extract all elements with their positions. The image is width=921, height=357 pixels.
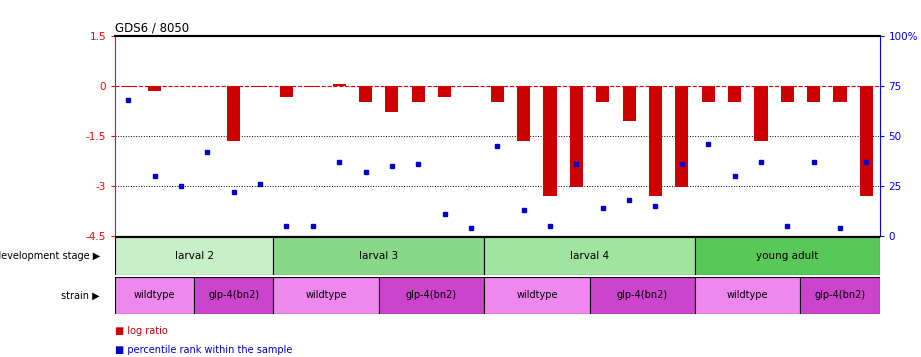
Text: glp-4(bn2): glp-4(bn2)	[814, 290, 866, 301]
Text: young adult: young adult	[756, 251, 819, 261]
Text: larval 3: larval 3	[359, 251, 398, 261]
Text: development stage ▶: development stage ▶	[0, 251, 99, 261]
Text: wildtype: wildtype	[305, 290, 346, 301]
Bar	[115, 237, 274, 275]
Bar	[253, 86, 267, 87]
Bar	[359, 86, 372, 102]
Bar	[148, 86, 161, 91]
Bar	[379, 277, 484, 314]
Bar	[306, 86, 320, 87]
Bar	[122, 86, 134, 87]
Bar	[754, 86, 767, 141]
Text: GDS6 / 8050: GDS6 / 8050	[115, 21, 189, 35]
Text: glp-4(bn2): glp-4(bn2)	[406, 290, 457, 301]
Bar	[860, 86, 873, 196]
Text: wildtype: wildtype	[727, 290, 768, 301]
Text: strain ▶: strain ▶	[61, 290, 99, 301]
Text: glp-4(bn2): glp-4(bn2)	[208, 290, 260, 301]
Bar	[115, 277, 194, 314]
Bar	[543, 86, 556, 196]
Bar	[570, 86, 583, 187]
Text: wildtype: wildtype	[516, 290, 557, 301]
Text: ■ log ratio: ■ log ratio	[115, 326, 168, 336]
Bar	[484, 237, 695, 275]
Bar	[649, 86, 662, 196]
Bar	[728, 86, 741, 102]
Bar	[623, 86, 635, 121]
Bar	[807, 86, 821, 102]
Bar	[194, 277, 274, 314]
Bar	[491, 86, 504, 102]
Text: wildtype: wildtype	[134, 290, 175, 301]
Bar	[484, 277, 589, 314]
Text: larval 2: larval 2	[175, 251, 214, 261]
Bar	[596, 86, 610, 102]
Bar	[589, 277, 695, 314]
Bar	[464, 86, 478, 87]
Bar	[412, 86, 425, 102]
Bar	[227, 86, 240, 141]
Bar	[274, 237, 484, 275]
Bar	[332, 84, 345, 86]
Bar	[781, 86, 794, 102]
Bar	[438, 86, 451, 97]
Text: ■ percentile rank within the sample: ■ percentile rank within the sample	[115, 346, 293, 356]
Bar	[800, 277, 880, 314]
Text: glp-4(bn2): glp-4(bn2)	[617, 290, 668, 301]
Bar	[274, 277, 379, 314]
Bar	[834, 86, 846, 102]
Bar	[695, 237, 880, 275]
Bar	[695, 277, 800, 314]
Bar	[517, 86, 530, 141]
Bar	[675, 86, 688, 187]
Bar	[702, 86, 715, 102]
Bar	[280, 86, 293, 97]
Bar	[385, 86, 399, 112]
Text: larval 4: larval 4	[570, 251, 609, 261]
